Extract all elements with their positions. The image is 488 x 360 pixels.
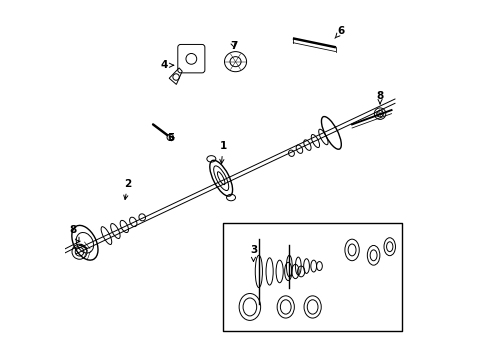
Text: 8: 8 xyxy=(69,225,79,242)
Text: 4: 4 xyxy=(160,60,173,70)
Text: 5: 5 xyxy=(167,133,174,143)
Text: 6: 6 xyxy=(334,26,344,38)
Text: 2: 2 xyxy=(123,179,131,199)
Text: 7: 7 xyxy=(229,41,237,50)
Bar xyxy=(223,223,402,330)
Text: 8: 8 xyxy=(376,91,383,104)
Text: 3: 3 xyxy=(249,245,257,261)
Text: 1: 1 xyxy=(219,141,226,163)
